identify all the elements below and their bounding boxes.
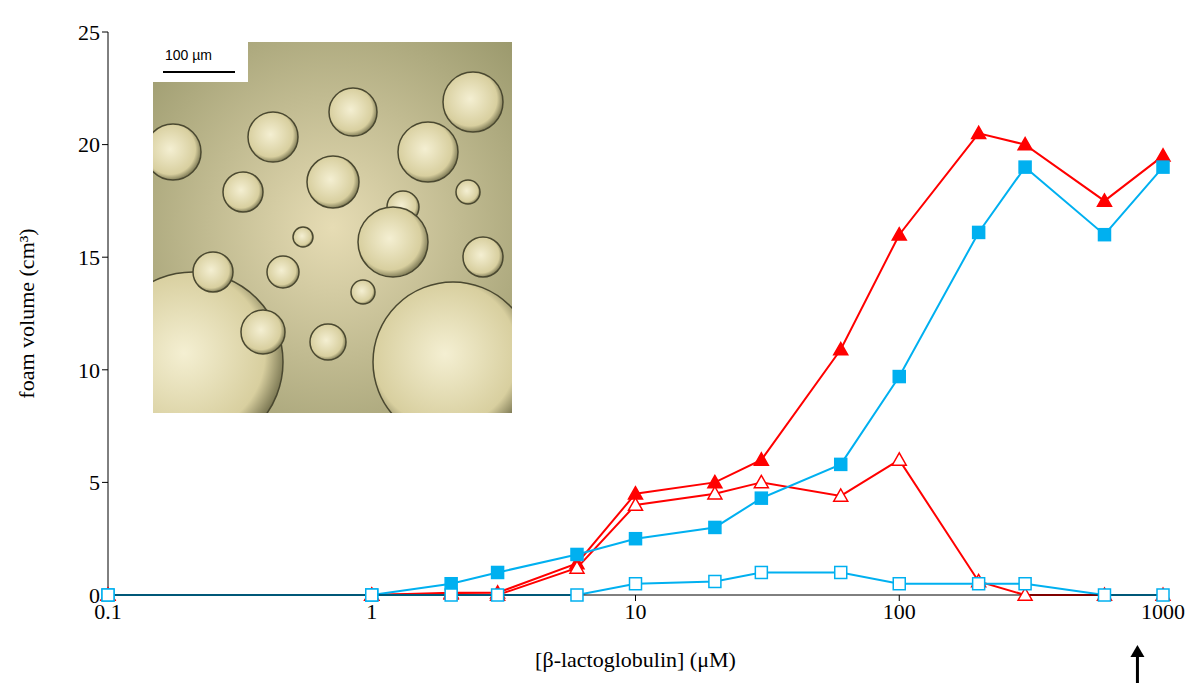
svg-text:5: 5 [89, 470, 100, 495]
svg-text:25: 25 [78, 20, 100, 45]
svg-text:10: 10 [625, 599, 647, 624]
svg-text:0: 0 [89, 583, 100, 608]
svg-text:1000: 1000 [1141, 599, 1185, 624]
svg-text:100: 100 [883, 599, 916, 624]
svg-text:20: 20 [78, 132, 100, 157]
svg-text:0.1: 0.1 [94, 598, 122, 624]
svg-text:[β-lactoglobulin] (μM): [β-lactoglobulin] (μM) [535, 647, 736, 672]
svg-text:10: 10 [78, 358, 100, 383]
svg-text:100 µm: 100 µm [165, 47, 212, 63]
svg-text:15: 15 [78, 245, 100, 270]
svg-text:foam volume (cm³): foam volume (cm³) [14, 228, 39, 398]
svg-text:1: 1 [366, 599, 377, 624]
